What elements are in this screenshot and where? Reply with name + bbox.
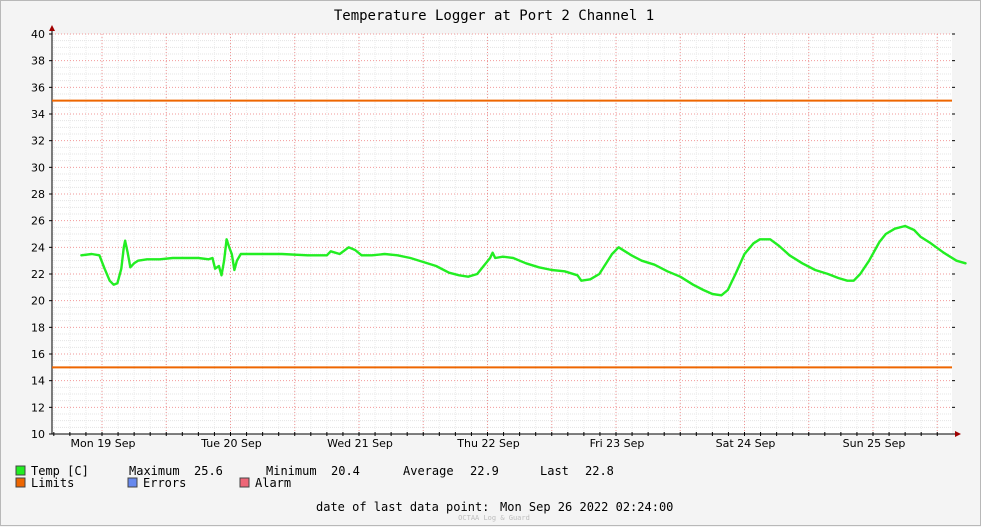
legend-swatch-temp (15, 465, 26, 476)
x-tick-label: Wed 21 Sep (327, 437, 393, 450)
stat-last-label: Last (540, 464, 569, 478)
legend-swatch-alarm (239, 477, 250, 488)
stat-max-label: Maximum (129, 464, 180, 478)
x-tick-label: Mon 19 Sep (71, 437, 136, 450)
y-tick-label: 26 (31, 215, 45, 228)
y-tick-label: 34 (31, 108, 45, 121)
y-tick-label: 24 (31, 241, 45, 254)
footer-date: Mon Sep 26 2022 02:24:00 (500, 500, 673, 514)
x-axis-arrow (955, 431, 961, 437)
stat-last-value: 22.8 (585, 464, 614, 478)
y-tick-label: 18 (31, 321, 45, 334)
legend-label-errors: Errors (143, 476, 186, 490)
x-tick-label: Tue 20 Sep (200, 437, 262, 450)
y-tick-label: 20 (31, 295, 45, 308)
y-tick-label: 22 (31, 268, 45, 281)
x-tick-label: Sat 24 Sep (716, 437, 776, 450)
y-axis-arrow (49, 25, 55, 31)
legend: Temp [C] Maximum 25.6 Minimum 20.4 Avera… (15, 464, 614, 490)
x-tick-label: Fri 23 Sep (590, 437, 645, 450)
y-tick-label: 32 (31, 135, 45, 148)
y-tick-label: 40 (31, 28, 45, 41)
legend-swatch-limits (15, 477, 26, 488)
x-tick-label: Thu 22 Sep (456, 437, 519, 450)
stat-avg-label: Average (403, 464, 454, 478)
x-tick-label: Sun 25 Sep (843, 437, 906, 450)
y-tick-label: 12 (31, 401, 45, 414)
legend-swatch-errors (127, 477, 138, 488)
y-tick-label: 36 (31, 81, 45, 94)
temperature-line (80, 224, 967, 297)
stat-min-value: 20.4 (331, 464, 360, 478)
stat-min-label: Minimum (266, 464, 317, 478)
legend-label-alarm: Alarm (255, 476, 291, 490)
y-tick-label: 38 (31, 55, 45, 68)
footer-label: date of last data point: (316, 500, 489, 514)
stat-avg-value: 22.9 (470, 464, 499, 478)
watermark-text: OCTAA Log & Guard (458, 514, 530, 522)
y-tick-label: 14 (31, 375, 45, 388)
y-tick-label: 30 (31, 161, 45, 174)
plot-area: 10 12 14 16 18 20 22 24 26 28 30 32 34 36 38 40 Mon 19 S… (31, 25, 967, 450)
legend-label-temp: Temp [C] (31, 464, 89, 478)
legend-label-limits: Limits (31, 476, 74, 490)
y-tick-label: 10 (31, 428, 45, 441)
stat-max-value: 25.6 (194, 464, 223, 478)
y-tick-label: 16 (31, 348, 45, 361)
y-tick-label: 28 (31, 188, 45, 201)
chart-title: Temperature Logger at Port 2 Channel 1 (334, 8, 654, 24)
